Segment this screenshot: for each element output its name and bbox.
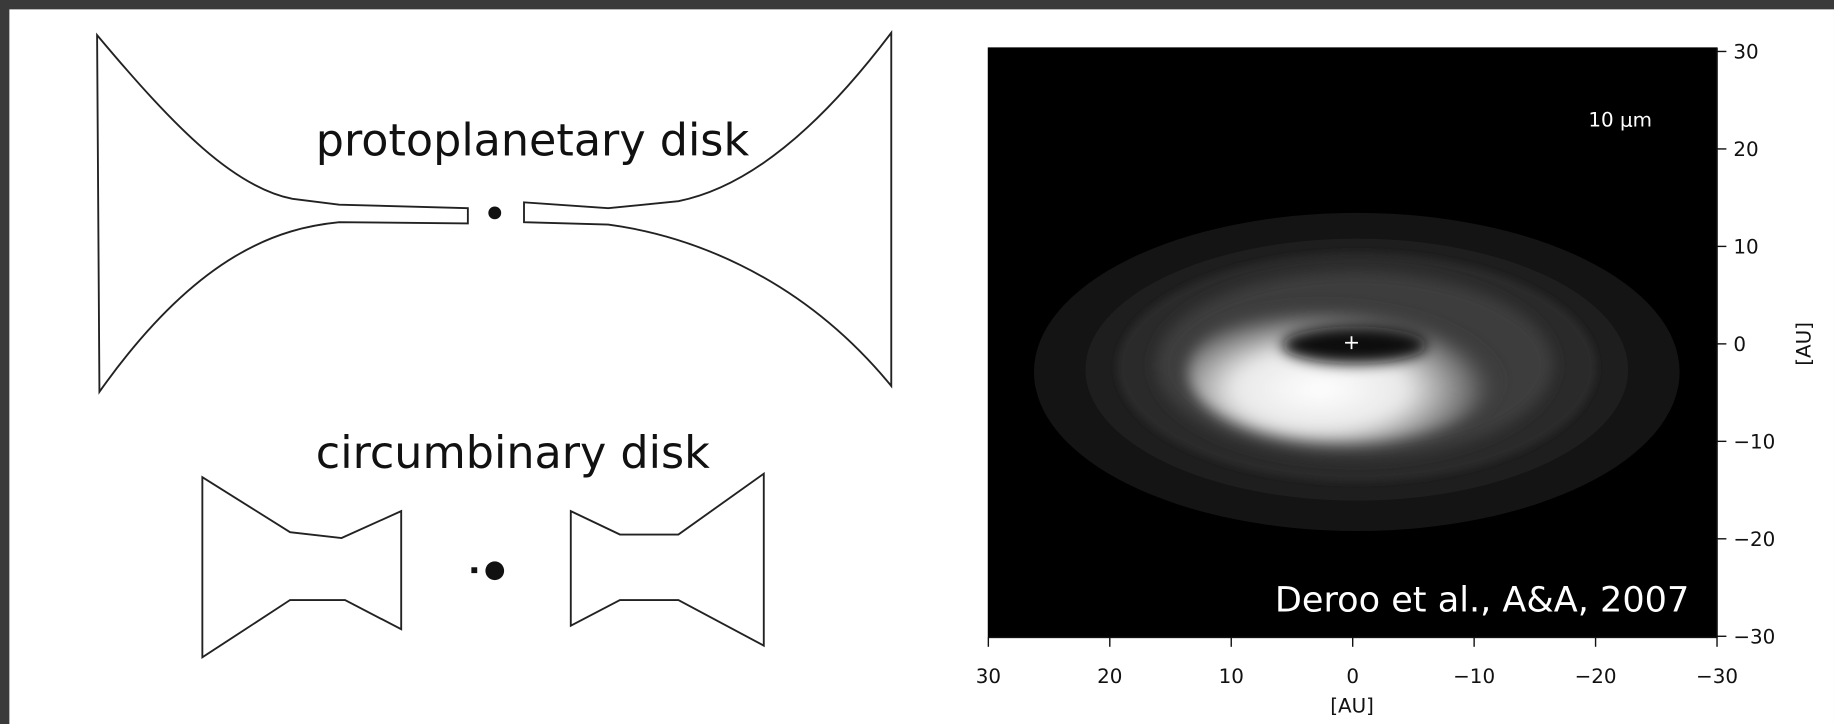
star <box>488 206 501 219</box>
x-tick-label: 0 <box>1346 665 1359 688</box>
page: protoplanetary disk circumbinary disk 10… <box>0 0 1834 724</box>
x-tick-label: 20 <box>1097 665 1122 688</box>
y-axis-label: [AU] <box>1793 322 1816 366</box>
y-tick-label: −10 <box>1733 430 1775 453</box>
x-tick-label: −20 <box>1575 665 1617 688</box>
y-tick-label: −20 <box>1733 528 1775 551</box>
diagram-label: circumbinary disk <box>316 428 710 479</box>
y-tick-label: 20 <box>1733 138 1758 161</box>
companion-star <box>471 567 477 573</box>
wavelength-label: 10 μm <box>1588 108 1652 131</box>
y-tick-label: −30 <box>1733 625 1775 648</box>
x-axis-label: [AU] <box>1330 694 1374 717</box>
x-tick-label: −30 <box>1696 665 1738 688</box>
disk-image <box>1034 213 1680 531</box>
x-tick-label: 10 <box>1219 665 1244 688</box>
y-tick-label: 30 <box>1733 40 1758 63</box>
y-tick-label: 0 <box>1733 333 1746 356</box>
diagram-label: protoplanetary disk <box>316 116 750 167</box>
slide: protoplanetary disk circumbinary disk 10… <box>0 0 1834 724</box>
x-tick-label: −10 <box>1453 665 1495 688</box>
y-tick-label: 10 <box>1733 235 1758 258</box>
star <box>485 561 504 580</box>
x-tick-label: 30 <box>976 665 1001 688</box>
citation: Deroo et al., A&A, 2007 <box>1275 580 1689 621</box>
